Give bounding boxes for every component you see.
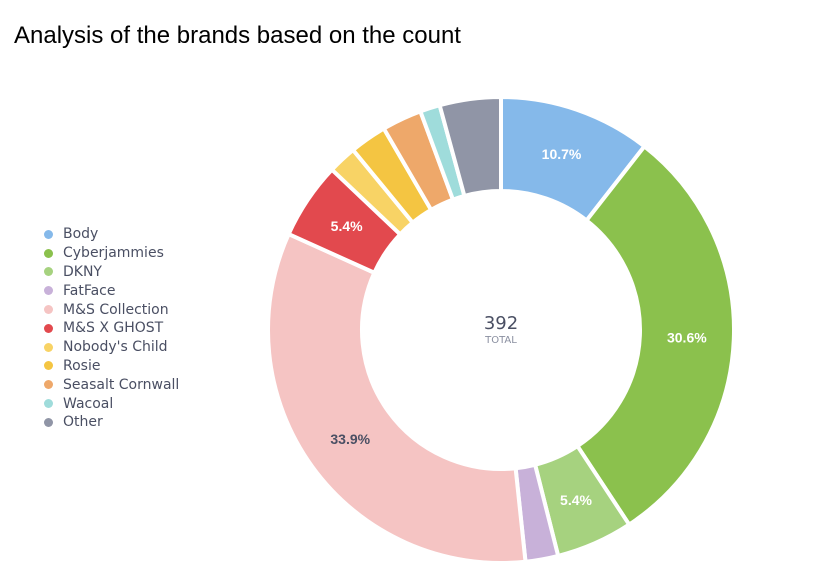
legend-swatch — [44, 286, 53, 296]
legend-swatch — [44, 229, 53, 239]
slice-value-label: 10.7% — [542, 146, 582, 162]
legend-label: DKNY — [63, 263, 102, 280]
slice-value-label: 5.4% — [331, 218, 363, 234]
legend-label: Cyberjammies — [63, 245, 164, 262]
legend-swatch — [44, 399, 53, 409]
legend-swatch — [44, 305, 53, 315]
legend-swatch — [44, 248, 53, 258]
legend-item[interactable]: Body — [44, 225, 244, 244]
legend-item[interactable]: M&S Collection — [44, 300, 244, 319]
legend-label: Nobody's Child — [63, 339, 168, 356]
legend-label: Wacoal — [63, 395, 114, 412]
legend-swatch — [44, 323, 53, 333]
legend-item[interactable]: Rosie — [44, 357, 244, 376]
donut-slice[interactable] — [437, 95, 503, 198]
donut-slice-labels: 10.7% 30.6% 5.4% 33.9% 5.4% — [330, 146, 707, 508]
legend-item[interactable]: FatFace — [44, 281, 244, 300]
total-value: 392 — [484, 313, 518, 334]
legend-item[interactable]: Cyberjammies — [44, 244, 244, 263]
legend-item[interactable]: Other — [44, 413, 244, 432]
total-label: TOTAL — [484, 335, 517, 346]
donut-slice[interactable] — [266, 232, 528, 565]
legend-item[interactable]: M&S X GHOST — [44, 319, 244, 338]
legend-item[interactable]: Wacoal — [44, 394, 244, 413]
legend-item[interactable]: DKNY — [44, 263, 244, 282]
legend-swatch — [44, 342, 53, 352]
legend-swatch — [44, 417, 53, 427]
legend-label: Body — [63, 226, 99, 243]
donut-slices — [266, 95, 736, 565]
slice-value-label: 30.6% — [667, 329, 707, 345]
slice-value-label: 33.9% — [330, 431, 370, 447]
chart-title: Analysis of the brands based on the coun… — [14, 22, 461, 49]
legend-swatch — [44, 361, 53, 371]
slice-value-label: 5.4% — [560, 492, 592, 508]
legend-label: Rosie — [63, 357, 101, 374]
legend-label: M&S Collection — [63, 301, 169, 318]
legend-item[interactable]: Seasalt Cornwall — [44, 375, 244, 394]
legend-swatch — [44, 267, 53, 277]
legend-swatch — [44, 380, 53, 390]
legend-label: Other — [63, 414, 103, 431]
legend-item[interactable]: Nobody's Child — [44, 338, 244, 357]
donut-slice[interactable] — [575, 144, 736, 527]
legend-label: FatFace — [63, 282, 116, 299]
chart-legend: Body Cyberjammies DKNY FatFace M&S Collectio… — [44, 225, 244, 432]
legend-label: Seasalt Cornwall — [63, 376, 180, 393]
legend-label: M&S X GHOST — [63, 320, 164, 337]
